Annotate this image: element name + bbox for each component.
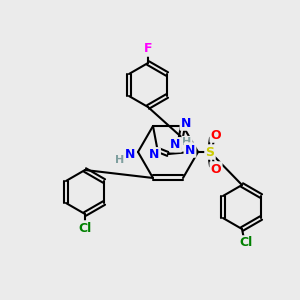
Text: N: N — [181, 116, 191, 130]
Text: N: N — [185, 143, 195, 157]
Text: H: H — [182, 137, 192, 147]
Text: N: N — [170, 138, 181, 151]
Text: O: O — [211, 128, 221, 142]
Text: Cl: Cl — [78, 221, 92, 235]
Text: S: S — [206, 146, 214, 158]
Text: F: F — [144, 43, 152, 56]
Text: Cl: Cl — [239, 236, 253, 250]
Text: N: N — [149, 148, 160, 161]
Text: O: O — [211, 163, 221, 176]
Text: H: H — [116, 155, 124, 165]
Text: N: N — [125, 148, 135, 160]
